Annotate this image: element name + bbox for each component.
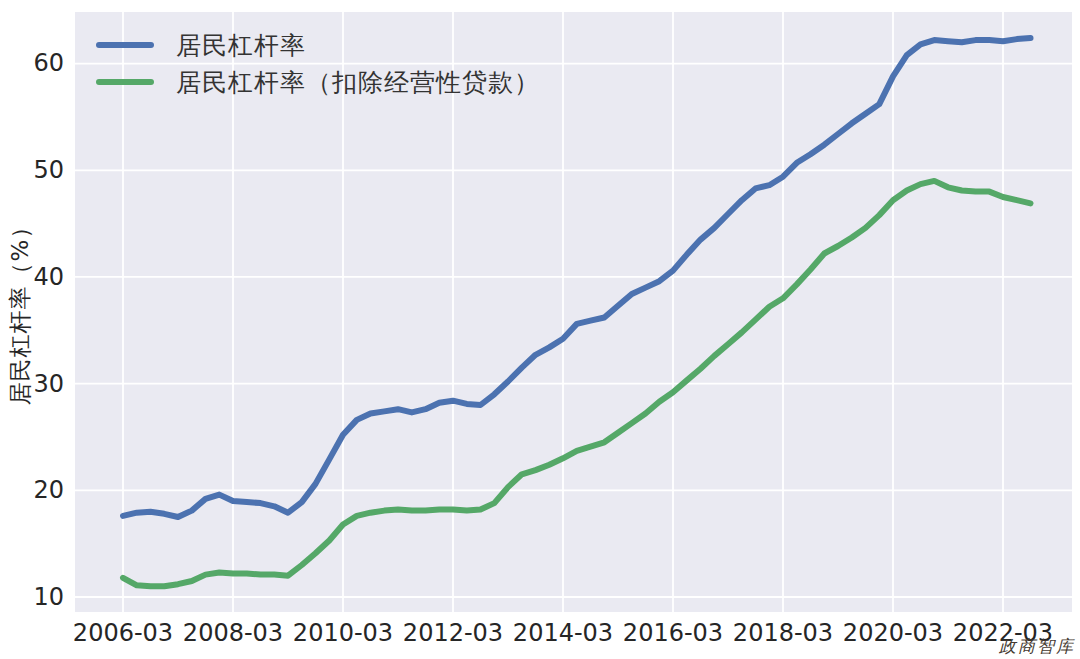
x-tick-label: 2012-03 bbox=[403, 618, 503, 648]
x-tick-label: 2006-03 bbox=[73, 618, 173, 648]
y-tick-label: 50 bbox=[0, 155, 64, 185]
legend-item-household-leverage: 居民杠杆率 bbox=[96, 30, 540, 60]
y-tick-label: 60 bbox=[0, 48, 64, 78]
plot-background bbox=[75, 12, 1072, 612]
x-tick-label: 2016-03 bbox=[623, 618, 723, 648]
y-tick-label: 20 bbox=[0, 475, 64, 505]
legend-line-swatch-blue bbox=[96, 42, 154, 48]
x-tick-label: 2010-03 bbox=[293, 618, 393, 648]
watermark: 政商智库 bbox=[999, 635, 1075, 658]
x-tick-label: 2008-03 bbox=[183, 618, 283, 648]
y-tick-label: 10 bbox=[0, 582, 64, 612]
legend-label: 居民杠杆率 bbox=[176, 29, 306, 62]
legend-item-household-leverage-ex-business-loans: 居民杠杆率（扣除经营性贷款） bbox=[96, 67, 540, 97]
chart: 60 50 40 30 20 10 2006-03 2008-03 2010-0… bbox=[0, 0, 1080, 659]
x-tick-label: 2014-03 bbox=[513, 618, 613, 648]
plot-area-svg bbox=[0, 0, 1080, 659]
legend-label: 居民杠杆率（扣除经营性贷款） bbox=[176, 66, 540, 99]
legend: 居民杠杆率 居民杠杆率（扣除经营性贷款） bbox=[96, 30, 540, 97]
legend-line-swatch-green bbox=[96, 79, 154, 85]
x-tick-label: 2020-03 bbox=[843, 618, 943, 648]
x-tick-label: 2018-03 bbox=[733, 618, 833, 648]
y-axis-title: 居民杠杆率（%） bbox=[5, 215, 36, 406]
